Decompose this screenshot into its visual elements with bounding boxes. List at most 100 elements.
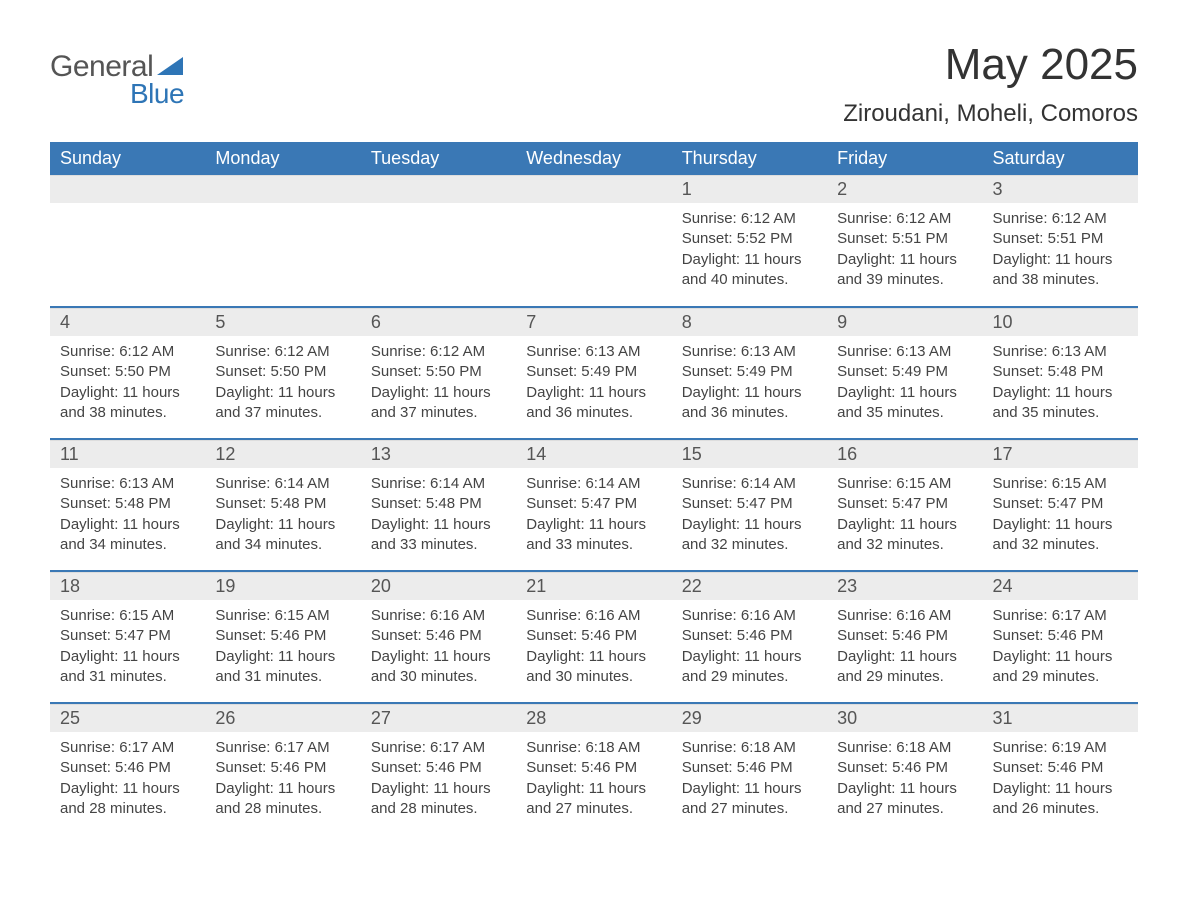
day-details: Sunrise: 6:18 AMSunset: 5:46 PMDaylight:…	[827, 732, 982, 825]
sunset-line: Sunset: 5:51 PM	[837, 229, 972, 249]
daylight-line: Daylight: 11 hours and 31 minutes.	[215, 647, 350, 688]
daylight-line: Daylight: 11 hours and 34 minutes.	[60, 515, 195, 556]
brand-logo: General Blue	[50, 50, 184, 110]
sunrise-line: Sunrise: 6:16 AM	[371, 606, 506, 626]
calendar-cell: 15Sunrise: 6:14 AMSunset: 5:47 PMDayligh…	[672, 439, 827, 571]
page-title: May 2025	[843, 40, 1138, 90]
calendar-cell: 1Sunrise: 6:12 AMSunset: 5:52 PMDaylight…	[672, 175, 827, 307]
sunrise-line: Sunrise: 6:16 AM	[526, 606, 661, 626]
calendar-cell: 18Sunrise: 6:15 AMSunset: 5:47 PMDayligh…	[50, 571, 205, 703]
sunset-line: Sunset: 5:46 PM	[215, 758, 350, 778]
day-number-empty	[361, 175, 516, 203]
calendar-cell: 23Sunrise: 6:16 AMSunset: 5:46 PMDayligh…	[827, 571, 982, 703]
sunset-line: Sunset: 5:46 PM	[526, 758, 661, 778]
day-details: Sunrise: 6:17 AMSunset: 5:46 PMDaylight:…	[983, 600, 1138, 693]
calendar-cell: 11Sunrise: 6:13 AMSunset: 5:48 PMDayligh…	[50, 439, 205, 571]
sunset-line: Sunset: 5:49 PM	[526, 362, 661, 382]
weekday-header: Thursday	[672, 142, 827, 175]
day-details: Sunrise: 6:16 AMSunset: 5:46 PMDaylight:…	[827, 600, 982, 693]
sunset-line: Sunset: 5:47 PM	[526, 494, 661, 514]
daylight-line: Daylight: 11 hours and 40 minutes.	[682, 250, 817, 291]
sunset-line: Sunset: 5:47 PM	[60, 626, 195, 646]
day-number: 28	[516, 704, 671, 732]
calendar-cell: 3Sunrise: 6:12 AMSunset: 5:51 PMDaylight…	[983, 175, 1138, 307]
daylight-line: Daylight: 11 hours and 30 minutes.	[371, 647, 506, 688]
day-number: 8	[672, 308, 827, 336]
calendar-cell	[516, 175, 671, 307]
day-number: 24	[983, 572, 1138, 600]
sunset-line: Sunset: 5:49 PM	[837, 362, 972, 382]
day-number: 25	[50, 704, 205, 732]
calendar-cell: 28Sunrise: 6:18 AMSunset: 5:46 PMDayligh…	[516, 703, 671, 835]
weekday-header: Monday	[205, 142, 360, 175]
title-block: May 2025 Ziroudani, Moheli, Comoros	[843, 40, 1138, 128]
calendar-cell: 12Sunrise: 6:14 AMSunset: 5:48 PMDayligh…	[205, 439, 360, 571]
daylight-line: Daylight: 11 hours and 32 minutes.	[993, 515, 1128, 556]
day-details: Sunrise: 6:15 AMSunset: 5:47 PMDaylight:…	[983, 468, 1138, 561]
sunset-line: Sunset: 5:49 PM	[682, 362, 817, 382]
sunset-line: Sunset: 5:46 PM	[371, 626, 506, 646]
day-number: 19	[205, 572, 360, 600]
sunrise-line: Sunrise: 6:14 AM	[371, 474, 506, 494]
calendar-cell: 13Sunrise: 6:14 AMSunset: 5:48 PMDayligh…	[361, 439, 516, 571]
day-number: 16	[827, 440, 982, 468]
daylight-line: Daylight: 11 hours and 32 minutes.	[837, 515, 972, 556]
calendar-cell: 2Sunrise: 6:12 AMSunset: 5:51 PMDaylight…	[827, 175, 982, 307]
calendar-cell: 8Sunrise: 6:13 AMSunset: 5:49 PMDaylight…	[672, 307, 827, 439]
calendar-cell: 6Sunrise: 6:12 AMSunset: 5:50 PMDaylight…	[361, 307, 516, 439]
daylight-line: Daylight: 11 hours and 27 minutes.	[526, 779, 661, 820]
calendar-cell: 5Sunrise: 6:12 AMSunset: 5:50 PMDaylight…	[205, 307, 360, 439]
day-number: 20	[361, 572, 516, 600]
day-details: Sunrise: 6:15 AMSunset: 5:47 PMDaylight:…	[827, 468, 982, 561]
sunset-line: Sunset: 5:46 PM	[993, 626, 1128, 646]
daylight-line: Daylight: 11 hours and 30 minutes.	[526, 647, 661, 688]
day-details: Sunrise: 6:14 AMSunset: 5:48 PMDaylight:…	[205, 468, 360, 561]
sunrise-line: Sunrise: 6:19 AM	[993, 738, 1128, 758]
day-details: Sunrise: 6:13 AMSunset: 5:49 PMDaylight:…	[827, 336, 982, 429]
day-details: Sunrise: 6:14 AMSunset: 5:47 PMDaylight:…	[672, 468, 827, 561]
day-number-empty	[205, 175, 360, 203]
sunrise-line: Sunrise: 6:12 AM	[371, 342, 506, 362]
day-details: Sunrise: 6:12 AMSunset: 5:50 PMDaylight:…	[50, 336, 205, 429]
sunset-line: Sunset: 5:48 PM	[215, 494, 350, 514]
day-details: Sunrise: 6:16 AMSunset: 5:46 PMDaylight:…	[361, 600, 516, 693]
day-details: Sunrise: 6:18 AMSunset: 5:46 PMDaylight:…	[672, 732, 827, 825]
daylight-line: Daylight: 11 hours and 38 minutes.	[993, 250, 1128, 291]
calendar-cell: 21Sunrise: 6:16 AMSunset: 5:46 PMDayligh…	[516, 571, 671, 703]
day-number: 18	[50, 572, 205, 600]
calendar-cell: 22Sunrise: 6:16 AMSunset: 5:46 PMDayligh…	[672, 571, 827, 703]
sunset-line: Sunset: 5:46 PM	[837, 626, 972, 646]
sunset-line: Sunset: 5:46 PM	[993, 758, 1128, 778]
sunset-line: Sunset: 5:46 PM	[60, 758, 195, 778]
calendar-cell: 29Sunrise: 6:18 AMSunset: 5:46 PMDayligh…	[672, 703, 827, 835]
day-details: Sunrise: 6:12 AMSunset: 5:51 PMDaylight:…	[983, 203, 1138, 296]
day-details: Sunrise: 6:12 AMSunset: 5:50 PMDaylight:…	[361, 336, 516, 429]
day-number: 6	[361, 308, 516, 336]
sunrise-line: Sunrise: 6:15 AM	[993, 474, 1128, 494]
sunrise-line: Sunrise: 6:14 AM	[215, 474, 350, 494]
sunrise-line: Sunrise: 6:17 AM	[215, 738, 350, 758]
day-details: Sunrise: 6:18 AMSunset: 5:46 PMDaylight:…	[516, 732, 671, 825]
weekday-header: Sunday	[50, 142, 205, 175]
day-details: Sunrise: 6:15 AMSunset: 5:47 PMDaylight:…	[50, 600, 205, 693]
day-number: 21	[516, 572, 671, 600]
sunrise-line: Sunrise: 6:17 AM	[60, 738, 195, 758]
daylight-line: Daylight: 11 hours and 35 minutes.	[993, 383, 1128, 424]
brand-blue-text: Blue	[130, 78, 184, 110]
sunset-line: Sunset: 5:51 PM	[993, 229, 1128, 249]
daylight-line: Daylight: 11 hours and 29 minutes.	[682, 647, 817, 688]
day-number: 1	[672, 175, 827, 203]
daylight-line: Daylight: 11 hours and 37 minutes.	[215, 383, 350, 424]
daylight-line: Daylight: 11 hours and 33 minutes.	[371, 515, 506, 556]
daylight-line: Daylight: 11 hours and 27 minutes.	[837, 779, 972, 820]
day-number: 29	[672, 704, 827, 732]
weekday-header: Friday	[827, 142, 982, 175]
daylight-line: Daylight: 11 hours and 28 minutes.	[215, 779, 350, 820]
calendar-cell: 9Sunrise: 6:13 AMSunset: 5:49 PMDaylight…	[827, 307, 982, 439]
day-number: 2	[827, 175, 982, 203]
day-details: Sunrise: 6:16 AMSunset: 5:46 PMDaylight:…	[516, 600, 671, 693]
day-number-empty	[516, 175, 671, 203]
sunrise-line: Sunrise: 6:13 AM	[837, 342, 972, 362]
calendar-header-row: SundayMondayTuesdayWednesdayThursdayFrid…	[50, 142, 1138, 175]
day-details: Sunrise: 6:13 AMSunset: 5:48 PMDaylight:…	[983, 336, 1138, 429]
